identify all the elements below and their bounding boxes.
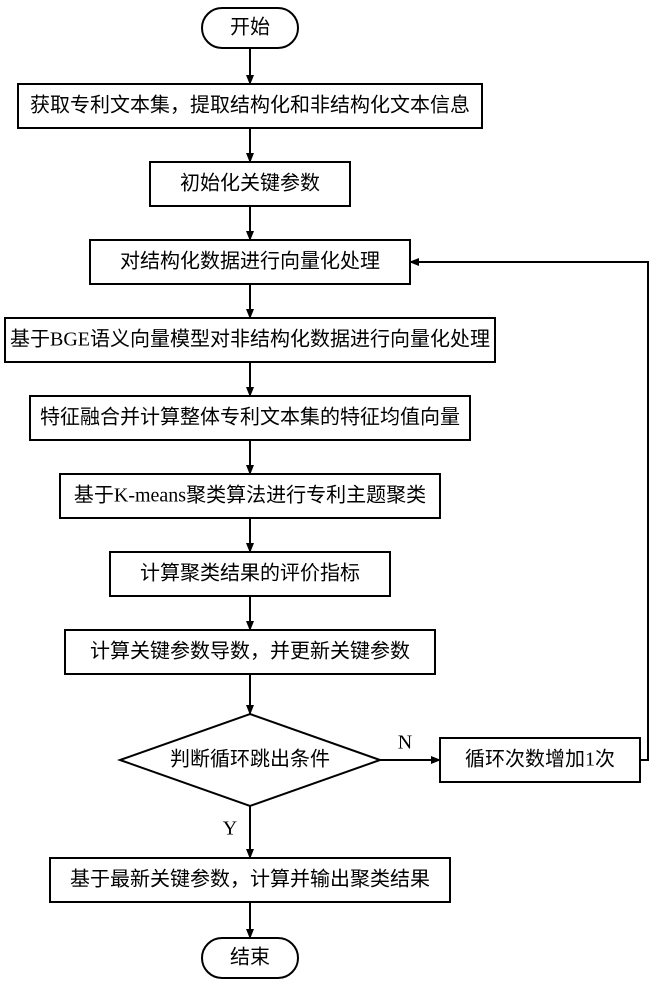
node-step5: 特征融合并计算整体专利文本集的特征均值向量 (30, 396, 470, 440)
node-label-step2: 初始化关键参数 (180, 172, 320, 195)
node-label-step1: 获取专利文本集，提取结构化和非结构化文本信息 (30, 94, 470, 117)
node-step3: 对结构化数据进行向量化处理 (90, 240, 410, 284)
node-label-step5: 特征融合并计算整体专利文本集的特征均值向量 (40, 406, 460, 429)
edge-label-no: N (398, 732, 412, 754)
node-label-step3: 对结构化数据进行向量化处理 (120, 250, 380, 273)
node-step2: 初始化关键参数 (150, 162, 350, 206)
flowchart-canvas: 开始获取专利文本集，提取结构化和非结构化文本信息初始化关键参数对结构化数据进行向… (0, 0, 658, 1000)
node-label-end: 结束 (230, 946, 270, 969)
node-step9: 基于最新关键参数，计算并输出聚类结果 (50, 858, 450, 902)
node-label-loop: 循环次数增加1次 (465, 748, 615, 771)
node-step8: 计算关键参数导数，并更新关键参数 (65, 630, 435, 674)
node-label-step4: 基于BGE语义向量模型对非结构化数据进行向量化处理 (10, 328, 490, 351)
node-label-start: 开始 (230, 16, 270, 39)
node-label-decision: 判断循环跳出条件 (170, 748, 330, 771)
node-label-step7: 计算聚类结果的评价指标 (140, 562, 360, 585)
node-label-step6: 基于K-means聚类算法进行专利主题聚类 (74, 484, 426, 507)
nodes-layer: 开始获取专利文本集，提取结构化和非结构化文本信息初始化关键参数对结构化数据进行向… (5, 8, 640, 978)
node-step6: 基于K-means聚类算法进行专利主题聚类 (60, 474, 440, 518)
node-loop: 循环次数增加1次 (440, 738, 640, 782)
node-decision: 判断循环跳出条件 (120, 714, 380, 806)
node-step7: 计算聚类结果的评价指标 (110, 552, 390, 596)
edge-label-yes: Y (223, 818, 237, 840)
node-label-step8: 计算关键参数导数，并更新关键参数 (90, 640, 410, 663)
node-label-step9: 基于最新关键参数，计算并输出聚类结果 (70, 868, 430, 891)
node-step4: 基于BGE语义向量模型对非结构化数据进行向量化处理 (5, 318, 495, 362)
node-step1: 获取专利文本集，提取结构化和非结构化文本信息 (18, 84, 482, 128)
node-end: 结束 (202, 938, 298, 978)
node-start: 开始 (202, 8, 298, 48)
